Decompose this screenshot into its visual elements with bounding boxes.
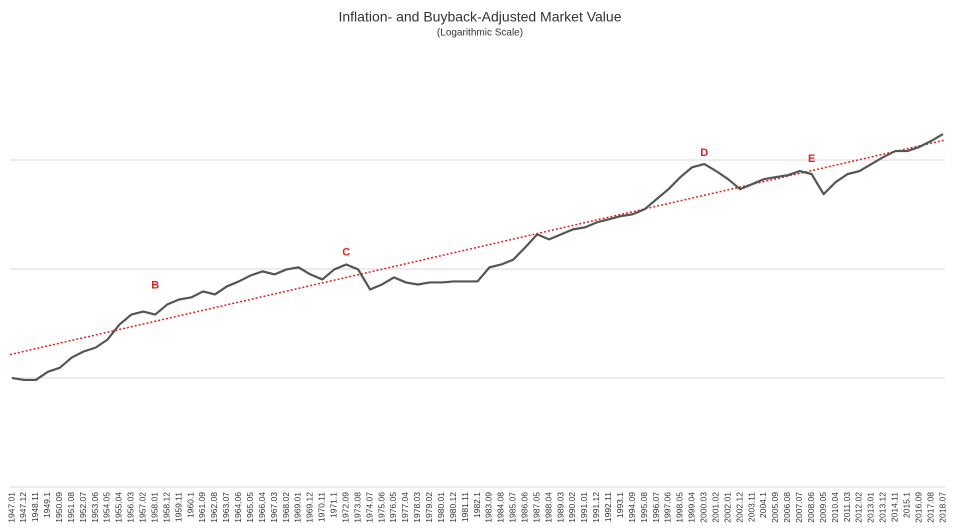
x-tick-label: 2018.07 bbox=[937, 492, 947, 523]
x-tick-label: 1963.07 bbox=[221, 492, 231, 523]
x-tick-label: 1962.08 bbox=[209, 492, 219, 523]
x-tick-label: 2001.02 bbox=[710, 492, 720, 523]
x-tick-label: 1966.04 bbox=[257, 492, 267, 523]
x-tick-label: 2016.09 bbox=[913, 492, 923, 523]
x-tick-label: 1970.11 bbox=[317, 492, 327, 522]
x-tick-label: 2003.11 bbox=[746, 492, 756, 522]
x-tick-label: 2013.01 bbox=[866, 492, 876, 523]
x-tick-label: 1957.02 bbox=[138, 492, 148, 523]
x-tick-label: 1996.07 bbox=[651, 492, 661, 523]
annotation: E bbox=[808, 153, 815, 165]
x-tick-label: 1971.1 bbox=[329, 492, 339, 518]
x-tick-label: 1999.04 bbox=[687, 492, 697, 523]
x-tick-label: 1947.01 bbox=[6, 492, 16, 523]
x-tick-label: 1994.09 bbox=[627, 492, 637, 523]
x-tick-label: 1964.06 bbox=[233, 492, 243, 523]
x-tick-label: 1953.06 bbox=[90, 492, 100, 523]
x-tick-label: 1973.08 bbox=[352, 492, 362, 523]
x-tick-label: 1983.09 bbox=[484, 492, 494, 523]
x-tick-label: 1984.08 bbox=[496, 492, 506, 523]
x-tick-label: 1981.11 bbox=[460, 492, 470, 522]
x-tick-label: 2005.09 bbox=[770, 492, 780, 523]
x-tick-label: 1990.02 bbox=[567, 492, 577, 523]
x-tick-label: 1974.07 bbox=[364, 492, 374, 523]
x-tick-label: 1998.05 bbox=[675, 492, 685, 523]
x-tick-label: 2007.07 bbox=[794, 492, 804, 523]
x-tick-label: 2010.04 bbox=[830, 492, 840, 523]
data-line bbox=[11, 133, 944, 382]
x-tick-label: 2000.03 bbox=[699, 492, 709, 523]
x-tick-label: 1995.08 bbox=[639, 492, 649, 523]
chart-title: Inflation- and Buyback-Adjusted Market V… bbox=[338, 9, 621, 25]
x-tick-label: 1992.11 bbox=[603, 492, 613, 522]
x-tick-label: 2017.08 bbox=[925, 492, 935, 523]
x-tick-label: 1986.06 bbox=[519, 492, 529, 523]
x-tick-label: 1991.12 bbox=[591, 492, 601, 523]
x-tick-label: 1976.05 bbox=[388, 492, 398, 523]
x-tick-label: 2002.01 bbox=[722, 492, 732, 523]
x-tick-label: 1960.1 bbox=[185, 492, 195, 518]
x-tick-label: 1979.02 bbox=[424, 492, 434, 523]
x-tick-label: 1982.1 bbox=[472, 492, 482, 518]
x-tick-label: 1961.09 bbox=[197, 492, 207, 523]
x-tick-label: 1987.05 bbox=[531, 492, 541, 523]
x-tick-label: 1991.01 bbox=[579, 492, 589, 523]
x-tick-label: 2012.02 bbox=[854, 492, 864, 523]
x-tick-label: 1956.03 bbox=[126, 492, 136, 523]
x-tick-label: 1954.05 bbox=[102, 492, 112, 523]
x-tick-label: 1955.04 bbox=[114, 492, 124, 523]
annotation: C bbox=[342, 246, 350, 258]
x-tick-label: 1949.1 bbox=[42, 492, 52, 518]
x-tick-label: 1969.01 bbox=[293, 492, 303, 523]
x-tick-label: 2011.03 bbox=[842, 492, 852, 522]
x-tick-label: 1958.01 bbox=[149, 492, 159, 523]
x-tick-label: 2009.05 bbox=[818, 492, 828, 523]
x-tick-label: 2002.12 bbox=[734, 492, 744, 523]
x-tick-label: 1959.11 bbox=[173, 492, 183, 522]
x-tick-label: 1950.09 bbox=[54, 492, 64, 523]
x-tick-label: 1988.04 bbox=[543, 492, 553, 523]
x-tick-label: 1972.09 bbox=[340, 492, 350, 523]
annotation: D bbox=[700, 147, 708, 159]
x-tick-label: 1967.03 bbox=[269, 492, 279, 523]
x-tick-label: 1985.07 bbox=[508, 492, 518, 523]
x-tick-label: 1993.1 bbox=[615, 492, 625, 518]
x-tick-label: 2006.08 bbox=[782, 492, 792, 523]
x-tick-label: 1947.12 bbox=[18, 492, 28, 523]
x-tick-label: 2014.11 bbox=[890, 492, 900, 522]
x-tick-label: 1977.04 bbox=[400, 492, 410, 523]
x-tick-label: 1997.06 bbox=[663, 492, 673, 523]
x-tick-label: 1980.01 bbox=[436, 492, 446, 523]
x-tick-label: 1980.12 bbox=[448, 492, 458, 523]
x-tick-label: 1965.05 bbox=[245, 492, 255, 523]
x-tick-label: 1968.02 bbox=[281, 492, 291, 523]
x-tick-label: 1978.03 bbox=[412, 492, 422, 523]
x-tick-label: 1975.06 bbox=[376, 492, 386, 523]
x-tick-label: 1958.12 bbox=[161, 492, 171, 523]
x-tick-label: 2015.1 bbox=[901, 492, 911, 518]
x-tick-label: 1948.11 bbox=[30, 492, 40, 522]
x-tick-label: 1951.08 bbox=[66, 492, 76, 523]
annotation: B bbox=[151, 279, 159, 291]
x-tick-label: 2004.1 bbox=[758, 492, 768, 518]
x-tick-label: 1989.03 bbox=[555, 492, 565, 523]
x-tick-label: 2008.06 bbox=[806, 492, 816, 523]
x-tick-label: 1969.12 bbox=[305, 492, 315, 523]
chart-subtitle: (Logarithmic Scale) bbox=[437, 28, 523, 39]
x-tick-label: 2013.12 bbox=[878, 492, 888, 523]
x-tick-label: 1952.07 bbox=[78, 492, 88, 523]
